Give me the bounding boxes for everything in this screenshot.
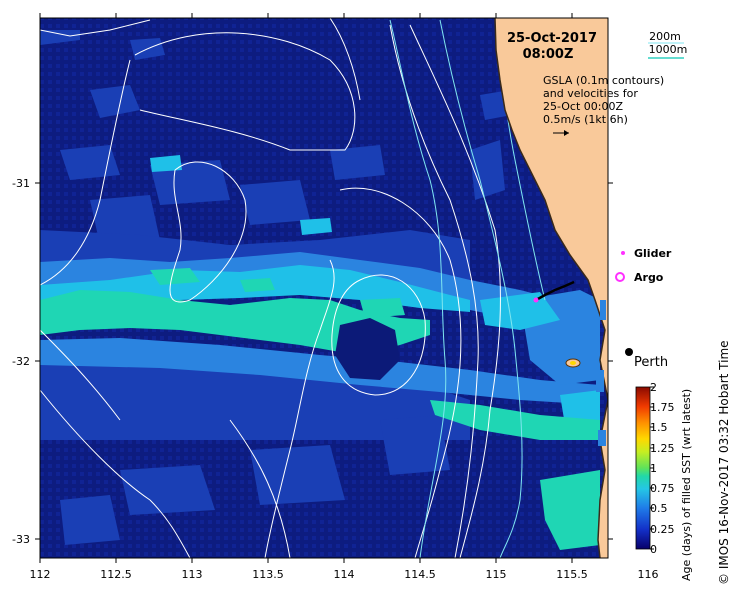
colorbar: 2 1.75 1.5 1.25 1 0.75 0.5 0.25 0 <box>635 381 675 556</box>
colorbar-label: Age (days) of filled SST (wrt latest) <box>680 389 693 581</box>
x-tick-label: 115 <box>486 568 507 581</box>
colorbar-tick-label: 1.5 <box>650 421 668 434</box>
velocity-scale-arrowhead <box>564 130 569 136</box>
colorbar-tick-label: 0.75 <box>650 482 675 495</box>
colorbar-tick-label: 0.5 <box>650 502 668 515</box>
colorbar-tick-label: 0 <box>650 543 657 556</box>
bathymetry-legend-200m: 200m <box>649 30 681 43</box>
coastline <box>494 18 608 558</box>
gsla-note-line: GSLA (0.1m contours) <box>543 74 664 87</box>
rottnest-island <box>565 358 581 368</box>
gsla-note-line: 25-Oct 00:00Z <box>543 100 623 113</box>
y-tick-label: -31 <box>12 177 30 190</box>
map-time-title: 08:00Z <box>523 47 574 62</box>
platform-legend: Glider Argo <box>615 247 672 284</box>
gsla-note: GSLA (0.1m contours) and velocities for … <box>543 74 664 136</box>
argo-legend-icon <box>615 272 625 282</box>
glider-legend-icon <box>621 251 625 255</box>
x-tick-label: 112 <box>30 568 51 581</box>
gsla-note-line: and velocities for <box>543 87 638 100</box>
x-tick-label: 112.5 <box>100 568 132 581</box>
x-tick-label: 113.5 <box>252 568 284 581</box>
y-axis-labels: -31 -32 -33 <box>12 177 30 546</box>
x-tick-label: 113 <box>182 568 203 581</box>
y-tick-label: -32 <box>12 355 30 368</box>
glider-legend-label: Glider <box>634 247 672 260</box>
bathymetry-legend-1000m: 1000m <box>649 43 688 56</box>
glider-position-marker <box>533 297 539 303</box>
colorbar-tick-label: 2 <box>650 381 657 394</box>
sst-teal-filament <box>40 268 600 550</box>
colorbar-tick-label: 1.25 <box>650 442 675 455</box>
gsla-contours <box>40 18 501 558</box>
map-plot-area <box>40 18 608 558</box>
x-tick-label: 114 <box>334 568 355 581</box>
perth-marker <box>625 348 633 356</box>
colorbar-tick-label: 1.75 <box>650 401 675 414</box>
bathymetry-legend: 200m 1000m <box>648 30 688 59</box>
x-axis-labels: 112 112.5 113 113.5 114 114.5 115 115.5 … <box>30 568 659 581</box>
y-tick-label: -33 <box>12 533 30 546</box>
colorbar-tick-label: 1 <box>650 462 657 475</box>
x-tick-label: 115.5 <box>556 568 588 581</box>
imos-credit: © IMOS 16-Nov-2017 03:32 Hobart Time <box>717 340 731 585</box>
gsla-note-line: 0.5m/s (1kt 6h) <box>543 113 628 126</box>
axis-ticks <box>35 13 613 563</box>
argo-legend-label: Argo <box>634 271 664 284</box>
perth-label: Perth <box>634 355 668 370</box>
plot-frame <box>39 17 609 559</box>
colorbar-gradient <box>635 386 651 550</box>
land-mass <box>495 18 608 558</box>
x-tick-label: 116 <box>638 568 659 581</box>
velocity-arrow <box>555 281 575 291</box>
map-date-title: 25-Oct-2017 <box>507 31 597 46</box>
coastal-blue-pixels <box>596 300 606 446</box>
colorbar-tick-label: 0.25 <box>650 523 675 536</box>
x-tick-label: 114.5 <box>404 568 436 581</box>
eddy-dark-core <box>335 318 400 380</box>
